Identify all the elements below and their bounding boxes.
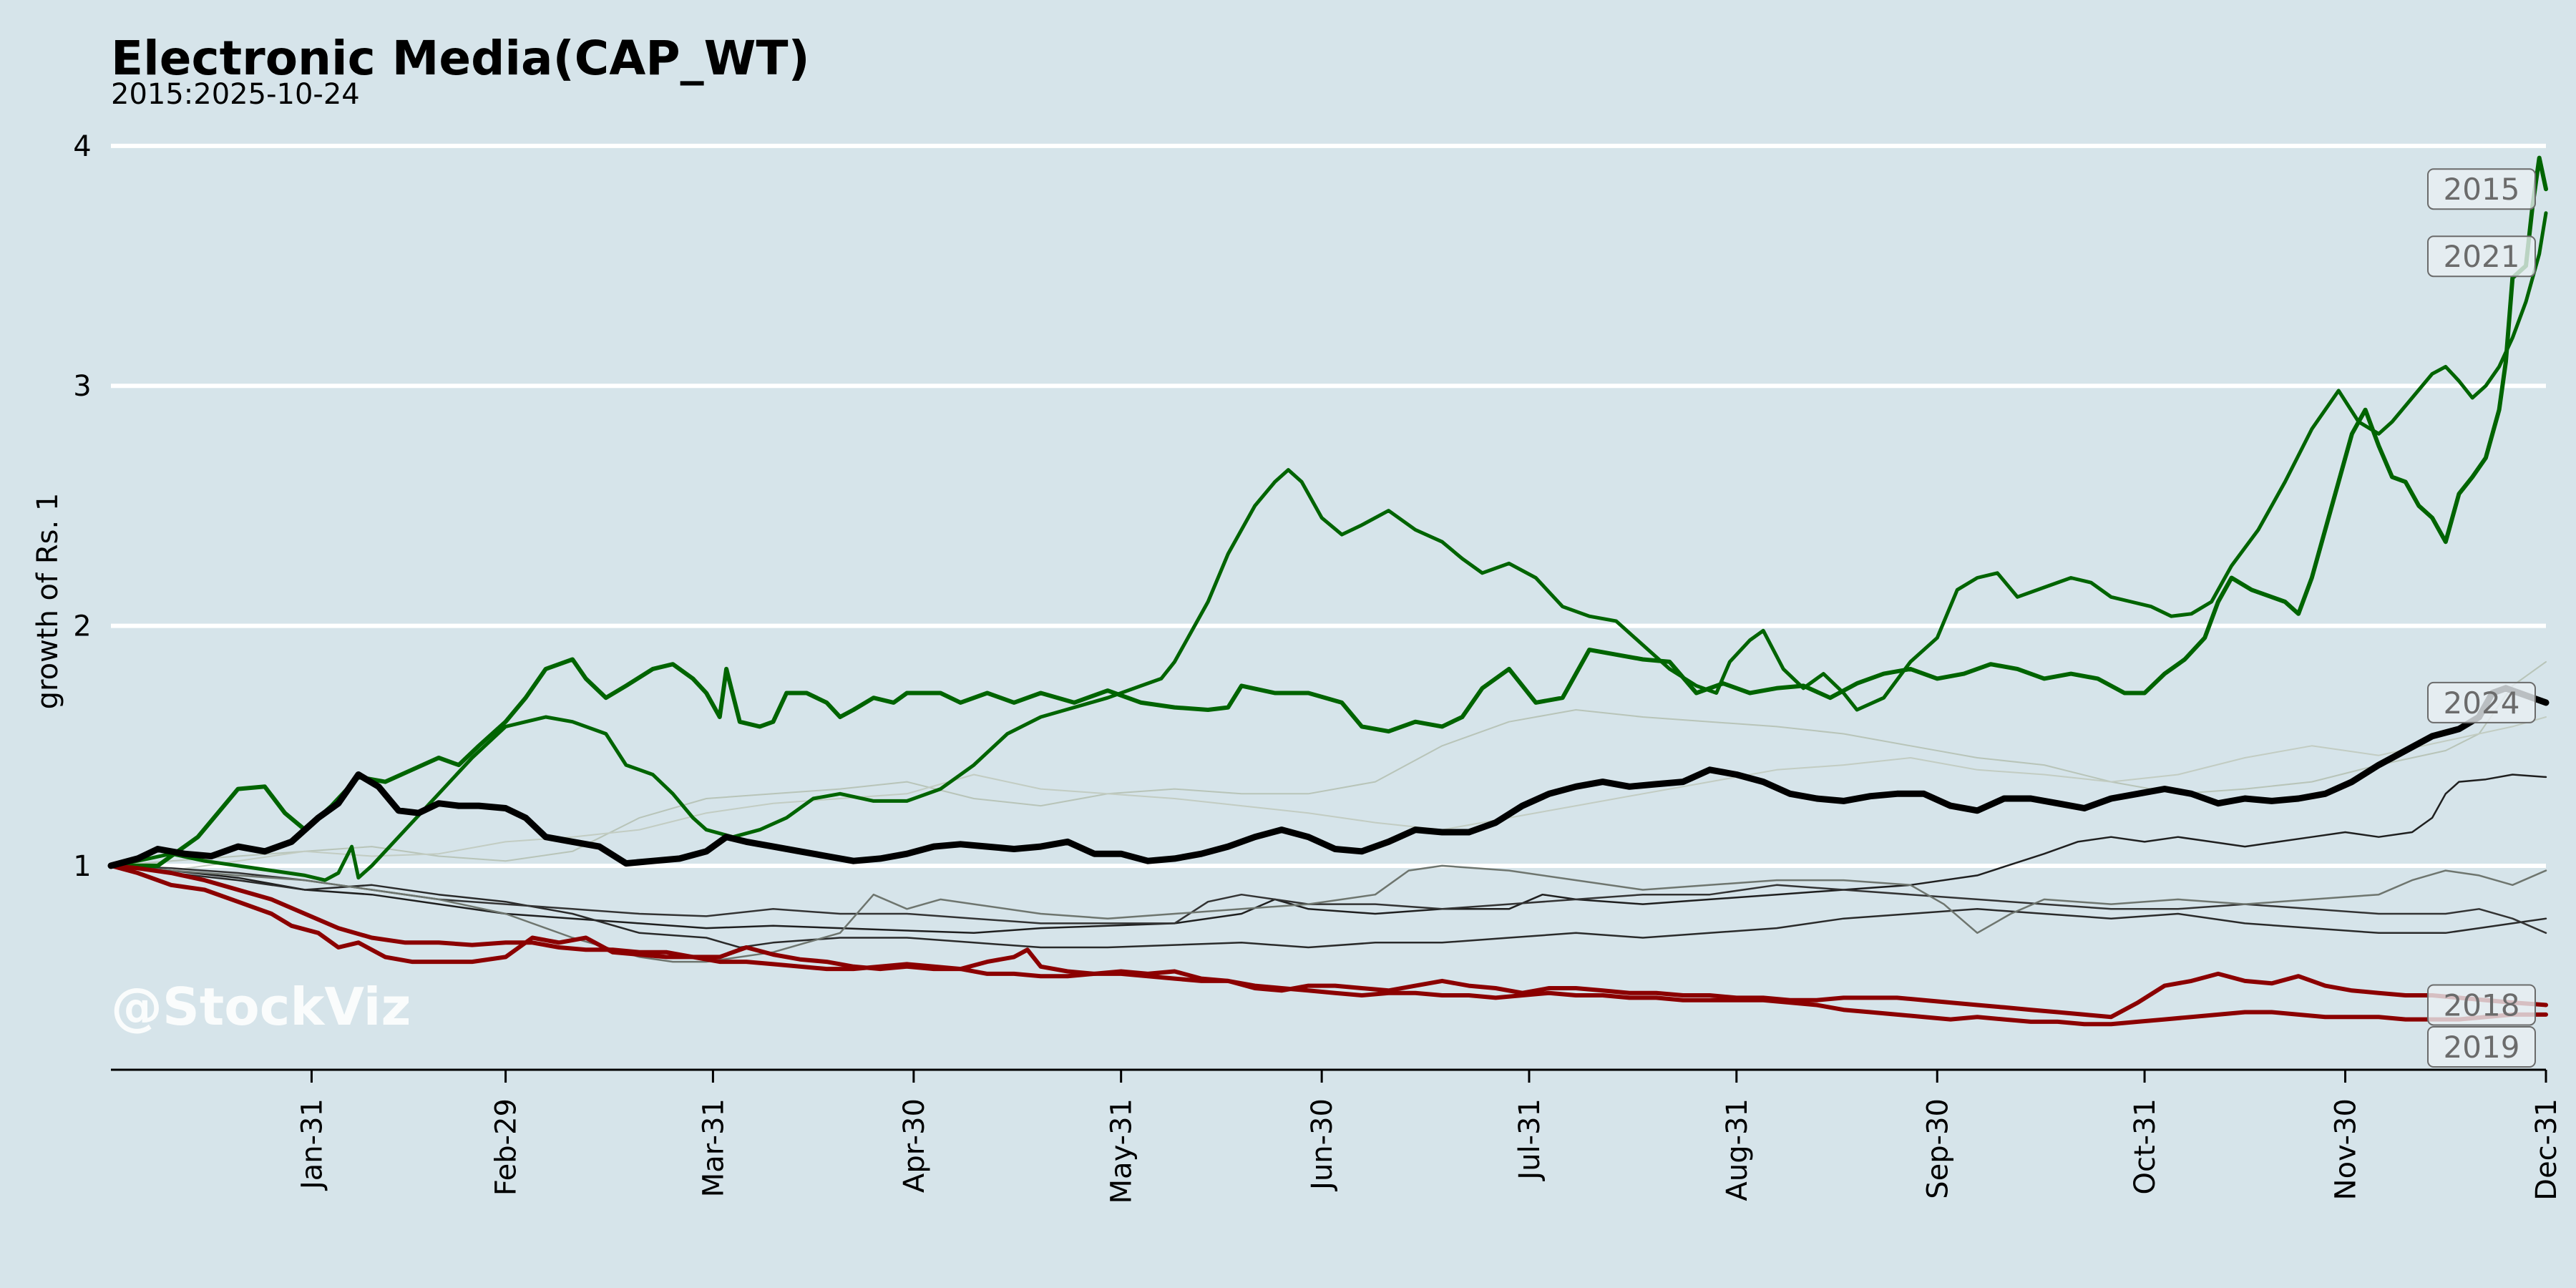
end-label-box bbox=[2427, 168, 2536, 210]
end-label-2021: 2021 bbox=[2427, 235, 2536, 278]
end-label-2019: 2019 bbox=[2427, 1026, 2536, 1068]
end-label-box bbox=[2427, 984, 2536, 1026]
series-line-2019 bbox=[109, 863, 2548, 1027]
x-axis: Jan-31 Feb-29 Mar-31 Apr-30 May-31 Jun-30 Jul-… bbox=[111, 1068, 2563, 1204]
watermark: @StockViz bbox=[111, 977, 411, 1037]
x-tick-label: Mar-31 bbox=[697, 1098, 730, 1197]
end-label-text: 2018 bbox=[2444, 987, 2520, 1023]
series-line-2018 bbox=[109, 863, 2548, 1020]
series-end-labels: 2015 2021 2024 2018 2019 bbox=[2427, 168, 2536, 1068]
end-label-2015: 2015 bbox=[2427, 168, 2536, 210]
end-label-box bbox=[2427, 1026, 2536, 1068]
end-label-2024: 2024 bbox=[2427, 681, 2536, 723]
end-label-box bbox=[2427, 235, 2536, 278]
series-line-series-light-1 bbox=[110, 660, 2547, 867]
end-label-text: 2024 bbox=[2444, 686, 2520, 721]
x-tick-label: Sep-30 bbox=[1921, 1098, 1954, 1199]
x-tick-label: May-31 bbox=[1106, 1098, 1138, 1204]
series-line-series-dark-2 bbox=[109, 864, 2547, 949]
y-tick-label: 1 bbox=[73, 850, 91, 883]
end-label-text: 2015 bbox=[2444, 172, 2520, 207]
grid-layer: 1 2 3 4 bbox=[73, 130, 2546, 883]
series-layer bbox=[107, 155, 2550, 1027]
end-label-text: 2019 bbox=[2444, 1030, 2520, 1065]
y-tick-label: 2 bbox=[73, 610, 91, 643]
x-tick-label: Oct-31 bbox=[2129, 1098, 2162, 1195]
x-tick-label: Feb-29 bbox=[490, 1098, 523, 1196]
end-label-text: 2021 bbox=[2444, 239, 2520, 274]
series-line-2021 bbox=[109, 211, 2548, 882]
x-tick-label: Apr-30 bbox=[898, 1098, 931, 1193]
x-tick-label: Nov-30 bbox=[2330, 1098, 2363, 1200]
end-label-box bbox=[2427, 681, 2536, 723]
x-tick-label: Jul-31 bbox=[1513, 1098, 1546, 1182]
x-tick-label: Jun-30 bbox=[1306, 1098, 1339, 1192]
series-line-2024 bbox=[107, 685, 2550, 869]
chart-subtitle: 2015:2025-10-24 bbox=[111, 78, 360, 111]
end-label-2018: 2018 bbox=[2427, 984, 2536, 1026]
y-axis-label: growth of Rs. 1 bbox=[31, 493, 64, 710]
y-tick-label: 3 bbox=[73, 370, 91, 403]
x-tick-label: Aug-31 bbox=[1721, 1098, 1754, 1201]
series-line-series-light-2 bbox=[110, 716, 2547, 872]
y-tick-label: 4 bbox=[73, 130, 91, 163]
x-tick-label: Dec-31 bbox=[2530, 1098, 2563, 1201]
series-line-2015 bbox=[109, 155, 2548, 868]
x-tick-label: Jan-31 bbox=[296, 1098, 328, 1191]
chart-title: Electronic Media(CAP_WT) bbox=[111, 31, 810, 86]
